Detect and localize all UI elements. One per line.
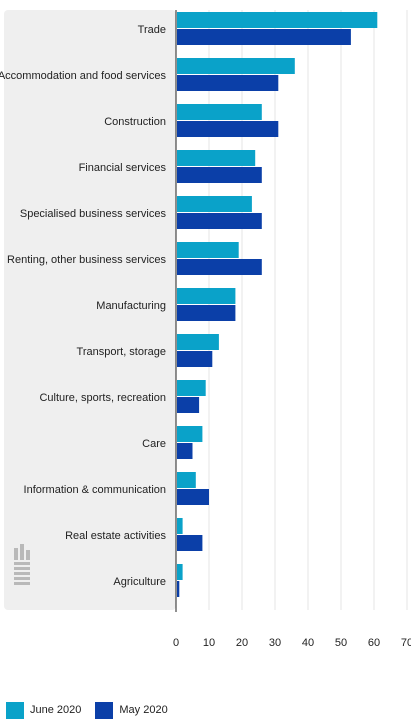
- bar-transport-storage-june-2020[interactable]: [177, 334, 219, 350]
- bar-trade-june-2020[interactable]: [177, 12, 378, 28]
- bar-agriculture-june-2020[interactable]: [177, 564, 183, 580]
- legend-label-may-2020: May 2020: [119, 704, 168, 716]
- category-label: Transport, storage: [77, 346, 166, 358]
- bar-financial-services-may-2020[interactable]: [177, 167, 262, 183]
- x-tick-label: 50: [335, 637, 347, 649]
- bar-accommodation-and-food-services-june-2020[interactable]: [177, 58, 295, 74]
- bar-financial-services-june-2020[interactable]: [177, 150, 256, 166]
- bar-culture-sports-recreation-june-2020[interactable]: [177, 380, 206, 396]
- bar-renting-other-business-services-may-2020[interactable]: [177, 259, 262, 275]
- legend-item-may-2020[interactable]: May 2020: [95, 701, 168, 719]
- label-panel: [4, 10, 176, 610]
- x-tick-label: 70: [401, 637, 411, 649]
- category-label: Renting, other business services: [7, 254, 166, 266]
- category-label: Agriculture: [113, 576, 166, 588]
- category-label: Information & communication: [24, 484, 166, 496]
- bar-culture-sports-recreation-may-2020[interactable]: [177, 397, 200, 413]
- cbs-logo-watermark: [14, 544, 30, 585]
- bar-agriculture-may-2020[interactable]: [177, 581, 180, 597]
- legend-label-june-2020: June 2020: [30, 704, 82, 716]
- category-label: Culture, sports, recreation: [39, 392, 166, 404]
- bar-care-may-2020[interactable]: [177, 443, 193, 459]
- category-label: Care: [142, 438, 166, 450]
- bar-manufacturing-may-2020[interactable]: [177, 305, 236, 321]
- x-tick-label: 20: [236, 637, 248, 649]
- bar-care-june-2020[interactable]: [177, 426, 203, 442]
- x-tick-label: 0: [173, 637, 179, 649]
- category-labels: Trade Accommodation and food services Cons…: [0, 24, 166, 588]
- category-label: Accommodation and food services: [0, 70, 166, 82]
- bar-manufacturing-june-2020[interactable]: [177, 288, 236, 304]
- bar-renting-other-business-services-june-2020[interactable]: [177, 242, 239, 258]
- category-label: Financial services: [79, 162, 167, 174]
- bar-specialised-business-services-may-2020[interactable]: [177, 213, 262, 229]
- bar-accommodation-and-food-services-may-2020[interactable]: [177, 75, 279, 91]
- x-tick-label: 40: [302, 637, 314, 649]
- bar-transport-storage-may-2020[interactable]: [177, 351, 213, 367]
- bar-construction-may-2020[interactable]: [177, 121, 279, 137]
- bar-information-communication-may-2020[interactable]: [177, 489, 209, 505]
- x-axis-tick-labels: 0 10 20 30 40 50 60 70: [173, 637, 411, 649]
- category-label: Specialised business services: [20, 208, 167, 220]
- bar-real-estate-activities-june-2020[interactable]: [177, 518, 183, 534]
- bar-real-estate-activities-may-2020[interactable]: [177, 535, 203, 551]
- bar-trade-may-2020[interactable]: [177, 29, 351, 45]
- category-label: Construction: [104, 116, 166, 128]
- x-tick-label: 10: [203, 637, 215, 649]
- bar-construction-june-2020[interactable]: [177, 104, 262, 120]
- bar-information-communication-june-2020[interactable]: [177, 472, 196, 488]
- category-label: Real estate activities: [65, 530, 166, 542]
- grid-lines: [208, 10, 408, 610]
- bars: [177, 12, 378, 597]
- category-label: Manufacturing: [96, 300, 166, 312]
- legend-item-june-2020[interactable]: June 2020: [6, 701, 82, 719]
- legend-swatch-may-2020: [95, 701, 114, 719]
- x-tick-label: 30: [269, 637, 281, 649]
- bar-specialised-business-services-june-2020[interactable]: [177, 196, 252, 212]
- legend: June 2020 May 2020: [6, 700, 168, 720]
- category-label: Trade: [138, 24, 166, 36]
- x-tick-label: 60: [368, 637, 380, 649]
- legend-swatch-june-2020: [6, 701, 24, 719]
